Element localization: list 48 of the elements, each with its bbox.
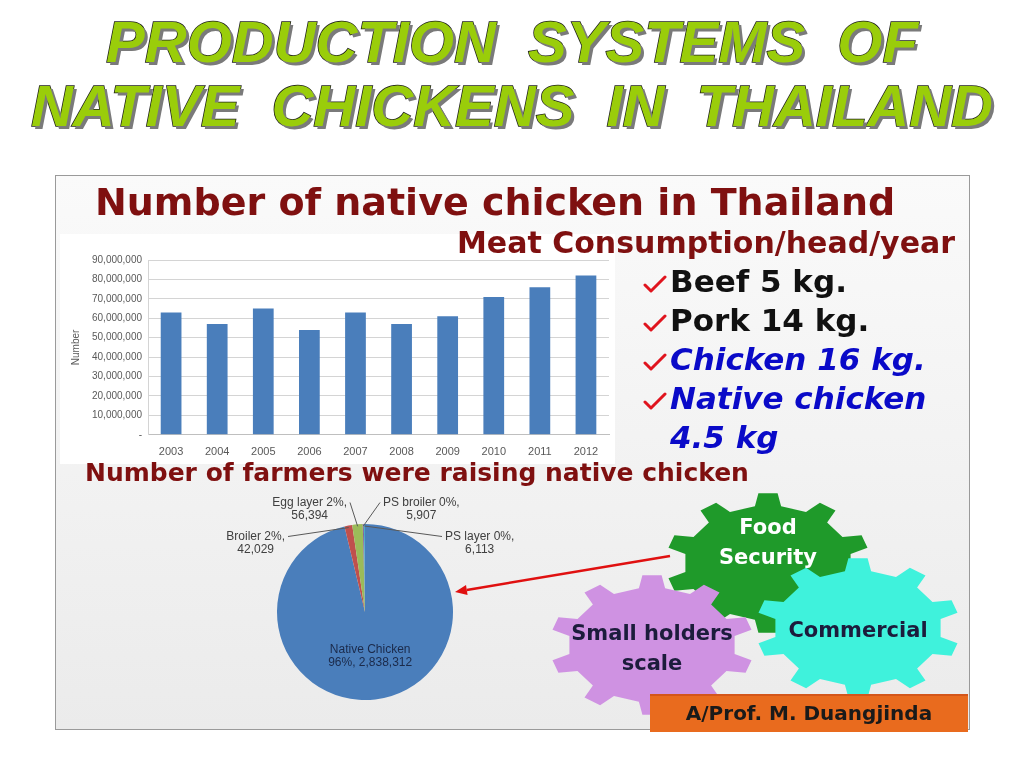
- y-tick-label: 40,000,000: [91, 350, 143, 362]
- x-tick-label: 2012: [573, 445, 599, 458]
- slice-label: Broiler 2%, 42,029: [226, 528, 285, 556]
- chart-title: Number of farmers were raising native chicken: [85, 458, 749, 488]
- text: Beef 5 kg.: [670, 262, 848, 301]
- y-tick-label: 50,000,000: [91, 331, 143, 343]
- text: Meat Consumption/head/year: [457, 225, 956, 260]
- text: Commercial: [787, 617, 929, 644]
- x-tick-label: 2006: [297, 445, 322, 458]
- y-tick-label: 20,000,000: [91, 389, 143, 401]
- x-tick-label: 2007: [343, 445, 368, 458]
- bar: [206, 324, 228, 435]
- x-tick-label: 2011: [528, 445, 552, 458]
- y-tick-label: 70,000,000: [91, 292, 143, 304]
- chart-title: Number of native chicken in Thailand: [95, 180, 896, 224]
- bar: [252, 308, 274, 435]
- y-tick-label: 90,000,000: [91, 253, 143, 265]
- x-tick-label: 2010: [481, 445, 506, 458]
- x-tick-label: 2003: [158, 445, 184, 458]
- slice-label: PS broiler 0%, 5,907: [383, 494, 460, 522]
- bar: [299, 329, 320, 435]
- slice-label: PS layer 0%, 6,113: [444, 528, 515, 556]
- bar: [345, 312, 366, 435]
- text: Native chicken 4.5 kg: [670, 379, 928, 457]
- text: Food Security: [717, 514, 819, 571]
- bar: [391, 324, 412, 435]
- text: PRODUCTION SYSTEMS OF NATIVE CHICKENS IN THAILAND: [29, 9, 994, 138]
- slice-label: Egg layer 2%, 56,394: [272, 494, 348, 522]
- bar: [483, 296, 505, 435]
- bar: [575, 275, 597, 435]
- text: Small holders scale: [570, 620, 734, 677]
- slice-label: Native Chicken: [329, 641, 411, 656]
- y-tick-label: -: [138, 428, 143, 440]
- bar: [437, 316, 459, 435]
- data-label: 96%, 2,838,312: [328, 654, 413, 669]
- y-tick-label: 80,000,000: [91, 273, 143, 285]
- bar: [160, 312, 182, 435]
- y-axis-title: Number: [69, 328, 81, 366]
- x-tick-label: 2005: [251, 445, 276, 458]
- text: Pork 14 kg.: [670, 301, 871, 340]
- y-tick-label: 60,000,000: [91, 312, 143, 324]
- bar: [529, 287, 551, 435]
- y-tick-label: 10,000,000: [91, 409, 143, 421]
- x-tick-label: 2004: [204, 445, 230, 458]
- y-tick-label: 30,000,000: [91, 370, 143, 382]
- x-tick-label: 2009: [435, 445, 460, 458]
- text: Chicken 16 kg.: [670, 340, 927, 379]
- x-tick-label: 2008: [389, 445, 414, 458]
